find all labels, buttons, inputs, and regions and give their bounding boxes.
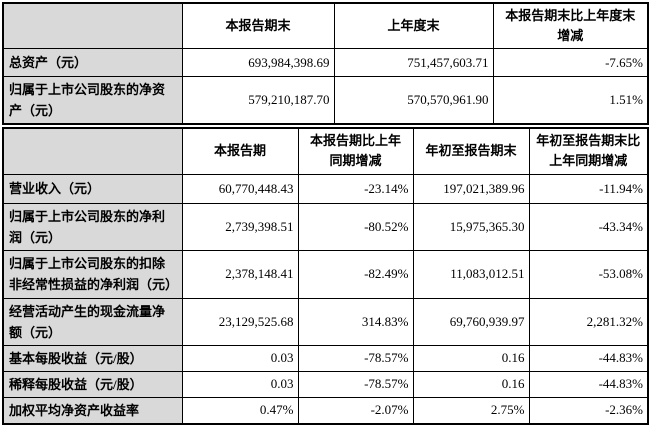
cell-value: -53.08% [528,249,649,299]
performance-header-row: 本报告期 本报告期比上年同期增减 年初至报告期末 年初至报告期末比上年同期增减 [2,127,649,175]
column-header-prior-year-end: 上年度末 [333,2,494,49]
row-label-weighted-avg-roe: 加权平均净资产收益率 [2,396,183,424]
cell-value: 15,975,365.30 [412,202,530,251]
row-label-net-profit: 归属于上市公司股东的净利润（元） [2,202,183,251]
cell-value: 197,021,389.96 [412,173,530,204]
column-header-current-period-end: 本报告期末 [181,2,335,49]
row-label-basic-eps: 基本每股收益（元/股） [2,344,183,372]
cell-value: 23,129,525.68 [181,297,299,346]
column-header-ytd-yoy-change: 年初至报告期末比上年同期增减 [528,127,649,175]
cell-value: -80.52% [297,202,414,251]
row-label-net-profit-excl-nonrecurring: 归属于上市公司股东的扣除非经常性损益的净利润（元） [2,249,183,299]
column-header-period-yoy-change: 本报告期比上年同期增减 [297,127,414,175]
cell-value: 0.16 [412,370,530,398]
column-header-year-to-date: 年初至报告期末 [412,127,530,175]
cell-value: -44.83% [528,370,649,398]
cell-value: 0.03 [181,370,299,398]
cell-value: 69,760,939.97 [412,297,530,346]
cell-value: -2.36% [528,396,649,424]
cell-value: 693,984,398.69 [181,48,335,77]
balance-summary-table: 本报告期末 上年度末 本报告期末比上年度末增减 总资产（元） 693,984,3… [2,2,649,125]
table-row: 归属于上市公司股东的扣除非经常性损益的净利润（元） 2,378,148.41 -… [2,249,649,299]
balance-header-row: 本报告期末 上年度末 本报告期末比上年度末增减 [2,2,649,49]
cell-value: -44.83% [528,344,649,372]
cell-value: 751,457,603.71 [333,48,494,77]
cell-value: 2.75% [412,396,530,424]
cell-value: 0.16 [412,344,530,372]
corner-cell [2,127,183,175]
cell-value: 314.83% [297,297,414,346]
row-label-operating-revenue: 营业收入（元） [2,173,183,204]
cell-value: 2,378,148.41 [181,249,299,299]
table-row: 归属于上市公司股东的净利润（元） 2,739,398.51 -80.52% 15… [2,202,649,251]
cell-value: 1.51% [492,76,649,125]
table-row: 营业收入（元） 60,770,448.43 -23.14% 197,021,38… [2,173,649,204]
cell-value: -23.14% [297,173,414,204]
table-row: 加权平均净资产收益率 0.47% -2.07% 2.75% -2.36% [2,396,649,424]
performance-summary-table: 本报告期 本报告期比上年同期增减 年初至报告期末 年初至报告期末比上年同期增减 … [2,127,649,425]
cell-value: -11.94% [528,173,649,204]
cell-value: 11,083,012.51 [412,249,530,299]
cell-value: -2.07% [297,396,414,424]
table-row: 经营活动产生的现金流量净额（元） 23,129,525.68 314.83% 6… [2,297,649,346]
cell-value: -78.57% [297,370,414,398]
cell-value: -82.49% [297,249,414,299]
row-label-diluted-eps: 稀释每股收益（元/股） [2,370,183,398]
corner-cell [2,2,183,49]
cell-value: 2,281.32% [528,297,649,346]
row-label-total-assets: 总资产（元） [2,48,183,77]
row-label-net-assets: 归属于上市公司股东的净资产（元） [2,76,183,125]
cell-value: -78.57% [297,344,414,372]
row-label-operating-cash-flow: 经营活动产生的现金流量净额（元） [2,297,183,346]
cell-value: 0.03 [181,344,299,372]
cell-value: 60,770,448.43 [181,173,299,204]
column-header-change-vs-prior-year-end: 本报告期末比上年度末增减 [492,2,649,49]
table-row: 归属于上市公司股东的净资产（元） 579,210,187.70 570,570,… [2,76,649,125]
cell-value: 0.47% [181,396,299,424]
cell-value: 579,210,187.70 [181,76,335,125]
column-header-current-period: 本报告期 [181,127,299,175]
cell-value: 570,570,961.90 [333,76,494,125]
cell-value: -43.34% [528,202,649,251]
table-row: 总资产（元） 693,984,398.69 751,457,603.71 -7.… [2,48,649,77]
table-row: 基本每股收益（元/股） 0.03 -78.57% 0.16 -44.83% [2,344,649,372]
cell-value: -7.65% [492,48,649,77]
table-row: 稀释每股收益（元/股） 0.03 -78.57% 0.16 -44.83% [2,370,649,398]
cell-value: 2,739,398.51 [181,202,299,251]
